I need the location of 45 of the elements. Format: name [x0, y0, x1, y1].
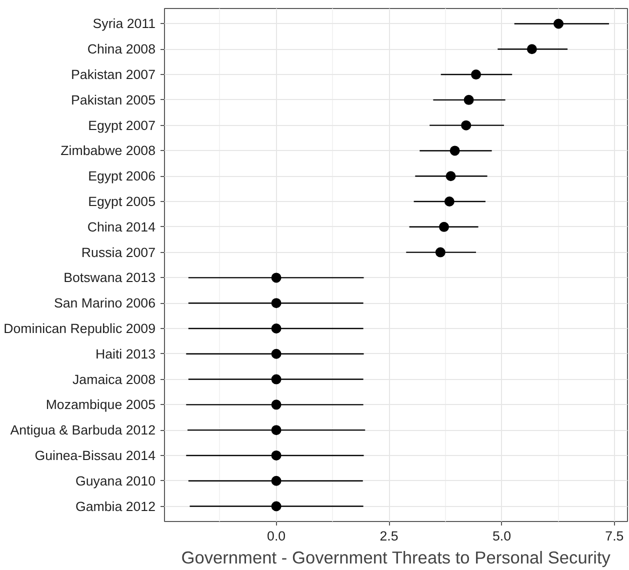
point: [271, 324, 282, 334]
y-tick-label: Russia 2007: [81, 244, 156, 260]
y-tick-label: San Marino 2006: [54, 296, 156, 311]
x-tick-label: 0.0: [267, 528, 286, 544]
point: [271, 374, 282, 384]
point: [271, 501, 282, 512]
y-tick-label: Egypt 2007: [88, 118, 156, 133]
y-tick-label: Zimbabwe 2008: [60, 143, 156, 158]
point: [271, 425, 282, 436]
x-tick-label: 7.5: [605, 528, 624, 544]
y-tick-label: Guyana 2010: [75, 473, 156, 488]
point: [464, 94, 474, 105]
y-tick-label: China 2008: [87, 42, 156, 57]
point: [446, 171, 456, 182]
point: [271, 476, 282, 486]
y-tick-label: Gambia 2012: [75, 498, 156, 514]
x-tick-label: 2.5: [380, 528, 398, 544]
y-tick-label: Jamaica 2008: [72, 372, 156, 387]
y-tick-label: Haiti 2013: [95, 346, 156, 362]
point: [435, 247, 446, 258]
y-tick-label: Antigua & Barbuda 2012: [10, 422, 156, 438]
y-tick-label: Pakistan 2007: [71, 67, 156, 82]
y-tick-label: Pakistan 2005: [71, 92, 156, 108]
y-tick-label: Egypt 2006: [88, 168, 156, 184]
y-tick-label: China 2014: [87, 219, 156, 234]
y-tick-label: Syria 2011: [92, 16, 156, 32]
y-tick-label: Egypt 2005: [88, 194, 156, 210]
point: [471, 70, 482, 80]
y-tick-label: Dominican Republic 2009: [4, 320, 156, 336]
point: [554, 18, 564, 29]
point: [444, 196, 454, 206]
point: [526, 44, 537, 54]
x-axis-title: Government - Government Threats to Personal Security: [181, 548, 611, 568]
point: [271, 400, 282, 410]
y-tick-label: Mozambique 2005: [46, 397, 156, 412]
point: [450, 146, 460, 156]
point: [271, 450, 282, 460]
point: [271, 348, 282, 359]
point: [461, 120, 472, 130]
point: [271, 298, 282, 308]
point: [439, 222, 450, 232]
point: [271, 272, 282, 283]
y-tick-label: Botswana 2013: [64, 270, 156, 286]
x-tick-label: 5.0: [492, 528, 511, 544]
y-tick-label: Guinea-Bissau 2014: [34, 448, 156, 463]
